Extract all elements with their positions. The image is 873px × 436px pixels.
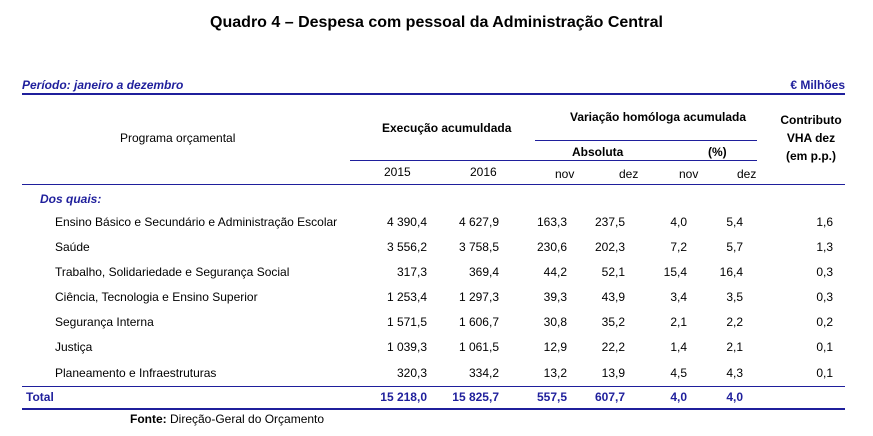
subheader-rule: [350, 160, 757, 161]
header-percent: (%): [708, 145, 727, 159]
header-2015: 2015: [384, 165, 411, 179]
cell-pct-dez: 16,4: [719, 265, 743, 279]
source-note: Fonte: Direção-Geral do Orçamento: [130, 412, 324, 426]
table-title: Quadro 4 – Despesa com pessoal da Admini…: [210, 14, 663, 31]
table-row: Segurança Interna 1 571,5 1 606,7 30,8 3…: [0, 315, 873, 335]
cell-2016: 1 606,7: [458, 315, 499, 329]
source-text: Direção-Geral do Orçamento: [166, 412, 325, 426]
header-top-rule: [22, 93, 845, 95]
cell-pct-nov: 4,0: [670, 215, 687, 229]
row-name: Trabalho, Solidariedade e Segurança Soci…: [55, 265, 290, 279]
cell-2015: 317,3: [396, 265, 427, 279]
cell-2015: 1 571,5: [386, 315, 427, 329]
header-variation: Variação homóloga acumulada: [570, 110, 747, 124]
table-row: Planeamento e Infraestruturas 320,3 334,…: [0, 366, 873, 386]
cell-pct-nov: 15,4: [663, 265, 687, 279]
total-pct-dez: 4,0: [726, 390, 743, 404]
header-abs-nov: nov: [555, 167, 575, 181]
cell-pct-nov: 3,4: [670, 290, 687, 304]
header-absolute: Absoluta: [572, 145, 624, 159]
table-row: Saúde 3 556,2 3 758,5 230,6 202,3 7,2 5,…: [0, 240, 873, 260]
cell-contrib: 0,2: [816, 315, 833, 329]
cell-pct-nov: 7,2: [670, 240, 687, 254]
cell-contrib: 0,3: [816, 290, 833, 304]
total-2016: 15 825,7: [452, 390, 499, 404]
row-name: Ciência, Tecnologia e Ensino Superior: [55, 290, 258, 304]
row-name: Ensino Básico e Secundário e Administraç…: [55, 215, 338, 229]
cell-abs-nov: 13,2: [543, 366, 567, 380]
table-row: Justiça 1 039,3 1 061,5 12,9 22,2 1,4 2,…: [0, 340, 873, 360]
cell-abs-nov: 12,9: [543, 340, 567, 354]
table-row: Trabalho, Solidariedade e Segurança Soci…: [0, 265, 873, 285]
total-row: Total 15 218,0 15 825,7 557,5 607,7 4,0 …: [0, 390, 873, 410]
header-execution: Execução acumuldada: [382, 121, 512, 135]
row-name: Saúde: [55, 240, 90, 254]
cell-pct-nov: 4,5: [670, 366, 687, 380]
table-bottom-rule: [22, 408, 845, 410]
header-contrib-1: Contributo: [780, 113, 842, 127]
cell-2016: 3 758,5: [458, 240, 499, 254]
cell-pct-dez: 2,1: [726, 340, 743, 354]
cell-2015: 3 556,2: [386, 240, 427, 254]
header-pct-dez: dez: [737, 167, 757, 181]
variation-rule: [535, 140, 757, 141]
unit-label: € Milhões: [790, 78, 845, 92]
row-name: Segurança Interna: [55, 315, 154, 329]
cell-2015: 1 253,4: [386, 290, 427, 304]
period-label: Período: janeiro a dezembro: [22, 78, 184, 92]
cell-abs-nov: 230,6: [536, 240, 567, 254]
cell-abs-dez: 13,9: [601, 366, 625, 380]
cell-contrib: 1,6: [816, 215, 833, 229]
cell-abs-dez: 43,9: [601, 290, 625, 304]
total-abs-nov: 557,5: [536, 390, 567, 404]
header-bottom-rule: [22, 184, 845, 185]
cell-abs-nov: 30,8: [543, 315, 567, 329]
section-label: Dos quais:: [40, 192, 102, 206]
cell-2016: 334,2: [468, 366, 499, 380]
cell-2016: 4 627,9: [458, 215, 499, 229]
header-contrib-2: VHA dez: [786, 131, 836, 145]
cell-abs-dez: 22,2: [601, 340, 625, 354]
cell-abs-dez: 202,3: [594, 240, 625, 254]
total-top-rule: [22, 386, 845, 387]
cell-2015: 320,3: [396, 366, 427, 380]
cell-pct-nov: 1,4: [670, 340, 687, 354]
cell-abs-nov: 44,2: [543, 265, 567, 279]
header-program: Programa orçamental: [120, 131, 236, 145]
cell-2015: 4 390,4: [386, 215, 427, 229]
source-label: Fonte:: [130, 412, 167, 426]
cell-abs-nov: 39,3: [543, 290, 567, 304]
cell-contrib: 0,3: [816, 265, 833, 279]
cell-2016: 1 297,3: [458, 290, 499, 304]
cell-pct-dez: 4,3: [726, 366, 743, 380]
cell-pct-dez: 5,4: [726, 215, 743, 229]
cell-pct-nov: 2,1: [670, 315, 687, 329]
cell-pct-dez: 2,2: [726, 315, 743, 329]
cell-abs-dez: 52,1: [601, 265, 625, 279]
table-row: Ciência, Tecnologia e Ensino Superior 1 …: [0, 290, 873, 310]
cell-abs-dez: 35,2: [601, 315, 625, 329]
total-label: Total: [26, 390, 54, 404]
cell-contrib: 0,1: [816, 366, 833, 380]
cell-contrib: 0,1: [816, 340, 833, 354]
total-abs-dez: 607,7: [594, 390, 625, 404]
cell-contrib: 1,3: [816, 240, 833, 254]
cell-pct-dez: 3,5: [726, 290, 743, 304]
header-pct-nov: nov: [679, 167, 699, 181]
row-name: Justiça: [55, 340, 93, 354]
header-abs-dez: dez: [619, 167, 639, 181]
total-2015: 15 218,0: [380, 390, 427, 404]
header-contrib-3: (em p.p.): [786, 149, 836, 163]
row-name: Planeamento e Infraestruturas: [55, 366, 217, 380]
cell-abs-dez: 237,5: [594, 215, 625, 229]
cell-abs-nov: 163,3: [536, 215, 567, 229]
cell-2016: 1 061,5: [458, 340, 499, 354]
cell-2016: 369,4: [468, 265, 499, 279]
cell-pct-dez: 5,7: [726, 240, 743, 254]
total-pct-nov: 4,0: [670, 390, 687, 404]
cell-2015: 1 039,3: [386, 340, 427, 354]
table-row: Ensino Básico e Secundário e Administraç…: [0, 215, 873, 235]
header-2016: 2016: [470, 165, 497, 179]
